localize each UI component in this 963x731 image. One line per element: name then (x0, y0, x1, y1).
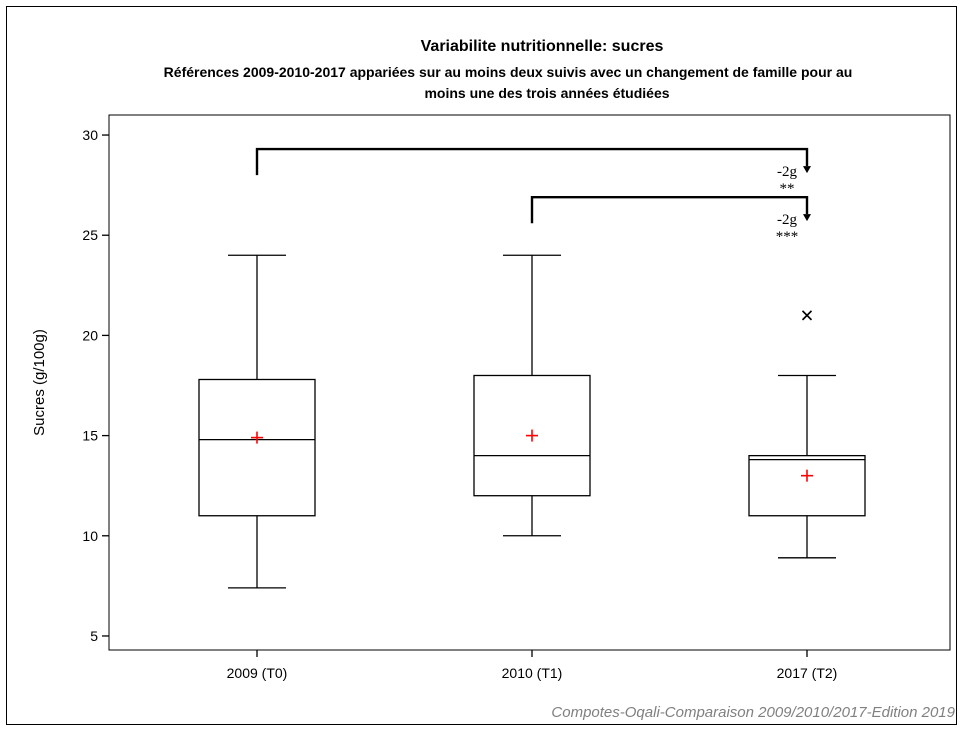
x-tick-label: 2009 (T0) (227, 665, 288, 681)
bracket-arrowhead (803, 166, 811, 174)
outlier-marker-b (801, 310, 813, 321)
footnote: Compotes-Oqali-Comparaison 2009/2010/201… (551, 704, 955, 721)
chart-title: Variabilite nutritionnelle: sucres (421, 38, 664, 55)
x-axis: 2009 (T0) 2010 (T1) 2017 (T2) (227, 650, 838, 681)
bracket-arrowhead (803, 214, 811, 222)
chart-subtitle-line-1: Références 2009-2010-2017 appariées sur … (164, 64, 853, 80)
y-tick-label: 20 (82, 327, 98, 343)
chart-frame (6, 6, 957, 725)
comparisons-group: -2g**-2g*** (255, 147, 811, 245)
comparison-difference-label: -2g (777, 164, 797, 180)
box-iqr (473, 374, 591, 497)
comparison-significance-label: *** (776, 229, 799, 245)
plot-area (108, 114, 951, 651)
box-iqr (198, 378, 316, 517)
chart-subtitle-line-2: moins une des trois années étudiées (424, 85, 669, 101)
comparison-bracket: -2g** (255, 147, 811, 197)
y-axis: 5 10 15 20 25 30 (82, 127, 109, 644)
box-plot (748, 310, 866, 559)
boxes-group (198, 254, 866, 589)
y-tick-label: 30 (82, 127, 98, 143)
comparison-difference-label: -2g (777, 212, 797, 228)
x-tick-label: 2017 (T2) (777, 665, 838, 681)
comparison-significance-label: ** (780, 181, 795, 197)
bracket-line (530, 195, 809, 224)
y-tick-label: 15 (82, 428, 98, 444)
bracket-line (255, 147, 809, 176)
y-tick-label: 10 (82, 528, 98, 544)
box-plot (198, 254, 316, 589)
y-axis-label: Sucres (g/100g) (31, 329, 48, 436)
comparison-bracket: -2g*** (530, 195, 811, 245)
x-tick-label: 2010 (T1) (502, 665, 563, 681)
box-plot (473, 254, 591, 537)
y-tick-label: 5 (90, 628, 98, 644)
y-tick-label: 25 (82, 227, 98, 243)
box-iqr (748, 454, 866, 517)
